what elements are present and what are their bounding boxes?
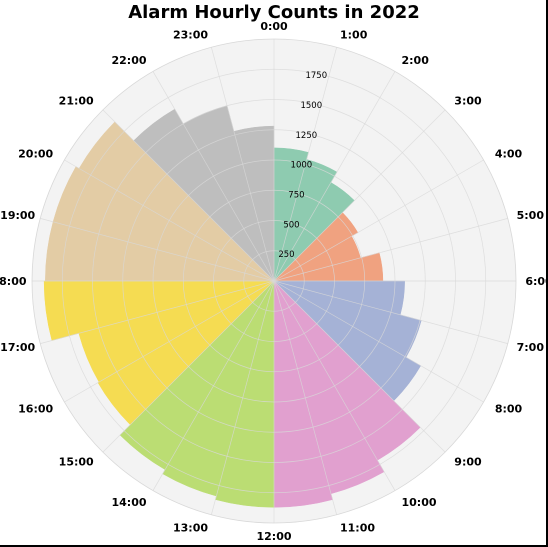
- hour-label-1100: 11:00: [340, 521, 375, 534]
- hour-label-300: 3:00: [454, 95, 482, 108]
- hour-label-1000: 10:00: [402, 496, 437, 509]
- hour-label-200: 2:00: [402, 54, 430, 67]
- hour-label-1700: 17:00: [0, 341, 35, 354]
- radial-tick-label: 250: [278, 250, 294, 260]
- hour-label-1400: 14:00: [111, 496, 146, 509]
- hour-label-900: 9:00: [454, 455, 482, 468]
- grid-group: [32, 39, 516, 523]
- hour-label-1500: 15:00: [59, 455, 94, 468]
- radial-tick-label: 1250: [296, 131, 318, 141]
- hour-label-2300: 23:00: [173, 29, 208, 42]
- hour-label-1600: 16:00: [18, 403, 53, 416]
- hour-label-2200: 22:00: [111, 54, 146, 67]
- hour-label-1900: 19:00: [0, 209, 35, 222]
- radial-tick-label: 750: [288, 190, 304, 200]
- radial-tick-label: 1500: [300, 101, 322, 111]
- hour-label-400: 4:00: [495, 148, 523, 161]
- hour-label-700: 7:00: [517, 341, 545, 354]
- radial-tick-label: 1750: [305, 71, 327, 81]
- radial-tick-label: 1000: [291, 161, 313, 171]
- hour-label-600: 6:00: [525, 275, 548, 288]
- hour-label-800: 8:00: [495, 403, 523, 416]
- hour-label-2000: 20:00: [18, 148, 53, 161]
- hour-label-1300: 13:00: [173, 521, 208, 534]
- hour-label-100: 1:00: [340, 29, 368, 42]
- hour-label-000: 0:00: [260, 20, 288, 33]
- hour-label-1200: 12:00: [256, 530, 291, 543]
- hour-label-1800: 18:00: [0, 275, 27, 288]
- hour-label-500: 5:00: [517, 209, 545, 222]
- hour-label-2100: 21:00: [59, 95, 94, 108]
- radial-tick-label: 500: [283, 220, 299, 230]
